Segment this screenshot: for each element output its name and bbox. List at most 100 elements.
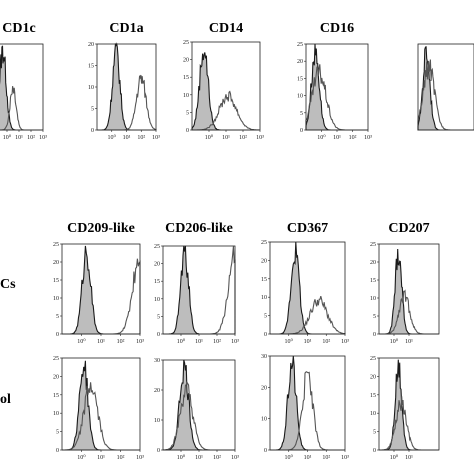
y-tick-label: 25 [183,40,189,46]
stain-histogram [97,74,157,131]
histogram-panel-12: 0 5 10 15 20 25 10⁰ 10¹ [370,356,440,461]
y-tick-label: 20 [53,374,59,380]
x-tick-label: 10² [213,455,221,461]
x-tick-label: 10⁰ [3,134,12,141]
y-tick-label: 20 [261,258,267,264]
control-histogram [305,43,368,131]
x-tick-label: 10⁰ [390,454,399,461]
plot-frame [378,243,440,335]
y-tick-label: 0 [157,332,160,338]
histogram-panel-5: CD209-like 0 5 10 15 20 25 10⁰ 10¹ 10² 10³ [53,221,144,345]
histogram-panel-1: CD1a 0 5 10 15 20 10⁰ 10¹ 10² 10³ [88,21,160,141]
x-tick-label: 10³ [231,455,239,461]
x-tick-label: 10¹ [15,135,23,141]
y-tick-label: 10 [183,93,189,99]
x-tick-label: 10¹ [123,135,131,141]
x-tick-label: 10² [117,455,125,461]
y-tick-label: 25 [53,356,59,362]
y-tick-label: 25 [297,42,303,48]
y-tick-label: 10 [370,296,376,302]
panel-title: CD14 [209,21,243,36]
y-tick-label: 25 [53,242,59,248]
panel-title: CD207 [388,221,429,236]
y-tick-label: 20 [261,385,267,391]
plot-frame [417,43,474,131]
y-tick-label: 10 [53,296,59,302]
x-tick-label: 10³ [136,339,144,345]
stain-histogram [270,295,346,335]
x-tick-label: 10⁰ [205,134,214,141]
x-tick-label: 10¹ [195,455,203,461]
x-tick-label: 10³ [341,339,349,345]
control-histogram [191,52,260,131]
row-label-middle: Cs [0,277,16,292]
control-histogram [163,245,235,335]
x-tick-label: 10⁰ [177,338,186,345]
x-tick-label: 10⁰ [317,134,326,141]
y-tick-label: 25 [261,240,267,246]
x-tick-label: 10³ [136,455,144,461]
x-tick-label: 10² [349,135,357,141]
panel-title: CD206-like [165,221,233,236]
x-tick-label: 10³ [231,339,239,345]
panel-title: CD209-like [67,221,135,236]
stain-histogram [270,371,345,451]
control-histogram [163,359,235,451]
y-tick-label: 25 [370,242,376,248]
plot-frame [61,357,141,451]
control-histogram [97,42,156,131]
plot-frame [269,355,346,451]
y-tick-label: 20 [88,42,94,48]
y-tick-label: 0 [91,128,94,134]
control-histogram [379,248,439,335]
x-tick-label: 10³ [256,135,264,141]
y-tick-label: 0 [264,332,267,338]
x-tick-label: 10³ [341,455,349,461]
x-tick-label: 10² [239,135,247,141]
y-tick-label: 10 [88,85,94,91]
x-tick-label: 10² [322,339,330,345]
x-tick-label: 10¹ [304,455,312,461]
histogram-panel-6: CD206-like 0 5 10 15 20 25 10⁰ 10¹ 10² 10³ [154,221,239,345]
y-tick-label: 0 [56,448,59,454]
plot-frame [162,359,236,451]
panel-title: CD1a [109,21,143,36]
y-tick-label: 0 [157,448,160,454]
y-tick-label: 15 [370,393,376,399]
x-tick-label: 10¹ [97,339,105,345]
y-tick-label: 20 [53,260,59,266]
y-tick-label: 15 [53,278,59,284]
control-histogram [62,360,140,451]
y-tick-label: 5 [373,314,376,320]
control-histogram [270,355,345,451]
y-tick-label: 30 [261,354,267,360]
y-tick-label: 15 [261,277,267,283]
y-tick-label: 10 [154,418,160,424]
y-tick-label: 0 [373,332,376,338]
y-tick-label: 5 [300,111,303,117]
y-tick-label: 0 [373,448,376,454]
control-histogram [0,45,43,131]
y-tick-label: 15 [154,279,160,285]
histogram-panel-9: 0 5 10 15 20 25 10⁰ 10¹ 10² 10³ [53,356,144,461]
y-tick-label: 25 [154,244,160,250]
x-tick-label: 10³ [364,135,372,141]
stain-histogram [62,258,141,335]
y-tick-label: 5 [186,110,189,116]
x-tick-label: 10⁰ [77,454,86,461]
y-tick-label: 5 [157,314,160,320]
panel-title: CD367 [287,221,328,236]
histogram-panel-8: CD207 0 5 10 15 20 25 10⁰ 10¹ [370,221,440,345]
histogram-panel-3: CD16 0 5 10 15 20 25 10⁰ 10¹ 10² 10³ [297,21,372,141]
plot-frame [162,245,236,335]
x-tick-label: 10¹ [405,339,413,345]
control-histogram [62,245,140,335]
y-tick-label: 0 [56,332,59,338]
y-tick-label: 15 [370,278,376,284]
x-tick-label: 10² [213,339,221,345]
y-tick-label: 20 [154,262,160,268]
panel-title: CD1c [2,21,35,36]
x-tick-label: 10¹ [222,135,230,141]
x-tick-label: 10¹ [195,339,203,345]
